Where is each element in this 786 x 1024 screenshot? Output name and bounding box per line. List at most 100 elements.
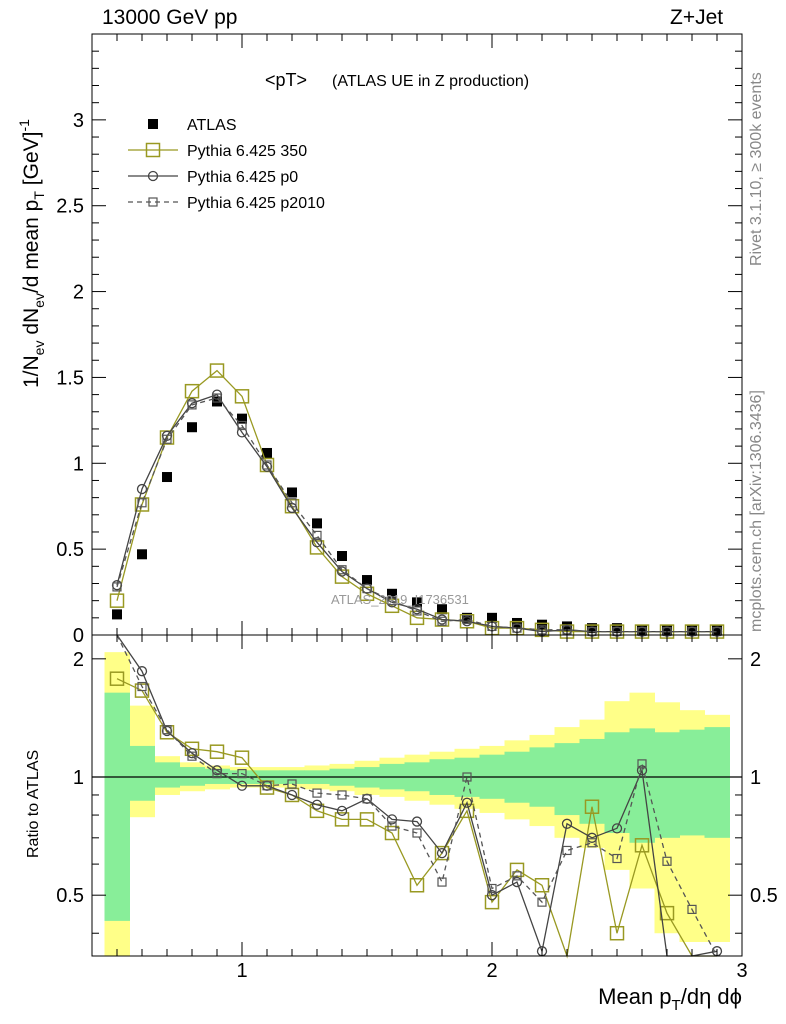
data-point: [511, 876, 523, 888]
data-point: [236, 780, 248, 791]
data-point: [662, 856, 672, 866]
data-point: [311, 537, 323, 548]
data-point: [384, 825, 400, 841]
data-point: [412, 828, 422, 838]
data-point: [462, 772, 472, 782]
data-point: [237, 413, 247, 424]
y-tick-label: 0.5: [56, 885, 84, 907]
lower-x-label: Mean pT/dη dϕ: [598, 984, 742, 1014]
data-point: [112, 582, 122, 592]
ratio-series-0: [109, 671, 717, 959]
y-tick-label: 0.5: [56, 539, 84, 561]
data-point: [212, 769, 222, 779]
data-point: [262, 460, 272, 470]
series-line: [116, 397, 717, 633]
data-point: [187, 422, 197, 433]
uncertainty-band-inner: [104, 692, 130, 921]
y-tick-label: 3: [73, 110, 84, 132]
data-point: [187, 400, 197, 410]
data-point: [162, 725, 172, 735]
data-point: [537, 897, 547, 907]
data-point: [634, 838, 650, 853]
rivet-label: Rivet 3.1.10, ≥ 300k events: [748, 72, 765, 266]
data-point: [437, 877, 447, 887]
data-point: [587, 838, 597, 848]
legend-label: Pythia 6.425 p2010: [187, 195, 325, 212]
lower-y-label: Ratio to ATLAS: [25, 750, 42, 858]
data-point: [148, 119, 158, 129]
data-point: [512, 617, 522, 628]
series-line: [116, 634, 718, 957]
data-point: [487, 883, 497, 894]
legend-label: Pythia 6.425 350: [187, 143, 307, 160]
data-point: [147, 170, 159, 182]
data-point: [659, 905, 675, 921]
data-point: [286, 789, 298, 801]
uncertainty-band-inner: [654, 732, 680, 838]
data-point: [562, 845, 572, 856]
header-left: 13000 GeV pp: [102, 6, 238, 29]
data-point: [337, 551, 347, 562]
data-point: [137, 498, 147, 508]
upper-title-main: <pT>: [265, 70, 307, 90]
data-point: [386, 814, 398, 825]
legend-label: ATLAS: [187, 117, 237, 134]
data-point: [411, 816, 423, 827]
data-point: [237, 769, 247, 779]
data-point: [387, 588, 397, 599]
data-point: [237, 420, 247, 431]
data-point: [287, 498, 297, 508]
series-3: [112, 393, 722, 637]
data-point: [234, 750, 250, 765]
data-point: [287, 487, 297, 498]
y-tick-label: 1.5: [56, 367, 84, 389]
watermark: ATLAS_2019_I1736531: [331, 592, 469, 607]
data-point: [187, 751, 197, 761]
data-point: [362, 584, 372, 594]
data-point: [184, 741, 200, 757]
data-point: [412, 606, 422, 616]
data-point: [162, 434, 172, 444]
x-tick-label: 1: [236, 960, 247, 982]
y-tick-label: 2: [73, 649, 84, 671]
uncertainty-band-inner: [604, 732, 630, 834]
uncertainty-band-inner: [554, 743, 580, 816]
mcplots-label: mcplots.cern.ch [arXiv:1306.3436]: [748, 390, 765, 632]
data-point: [145, 142, 161, 158]
data-point: [112, 609, 122, 620]
data-point: [437, 616, 447, 626]
legend-entry: Pythia 6.425 p2010: [128, 195, 325, 212]
data-point: [362, 794, 372, 804]
y-tick-label: 1: [73, 453, 84, 475]
uncertainty-band-inner: [154, 762, 180, 788]
uncertainty-band-inner: [129, 745, 155, 801]
data-point: [136, 483, 148, 495]
data-point: [434, 845, 450, 861]
data-point: [412, 597, 422, 608]
series-line: [116, 634, 718, 957]
x-tick-label: 2: [486, 960, 497, 982]
data-point: [409, 878, 425, 893]
data-point: [287, 779, 297, 789]
uncertainty-band-inner: [629, 728, 655, 843]
data-point: [262, 781, 272, 791]
data-point: [437, 604, 447, 615]
data-point: [134, 683, 150, 698]
data-point: [262, 447, 272, 458]
data-point: [586, 832, 598, 843]
upper-panel: 0 0.5 1 1.5 2 2.5 3 <pT> (ATLAS UE in Z produc…: [16, 33, 743, 647]
uncertainty-band-inner: [204, 768, 230, 784]
data-point: [384, 598, 400, 614]
y-tick-label: 2: [750, 649, 761, 671]
data-point: [109, 593, 125, 608]
data-point: [184, 383, 200, 399]
data-point: [561, 818, 573, 829]
ratio-series-2: [116, 634, 718, 957]
data-point: [609, 925, 625, 941]
data-point: [337, 565, 347, 575]
data-point: [336, 805, 348, 816]
data-point: [209, 744, 225, 759]
data-point: [359, 586, 375, 602]
data-point: [136, 666, 148, 677]
